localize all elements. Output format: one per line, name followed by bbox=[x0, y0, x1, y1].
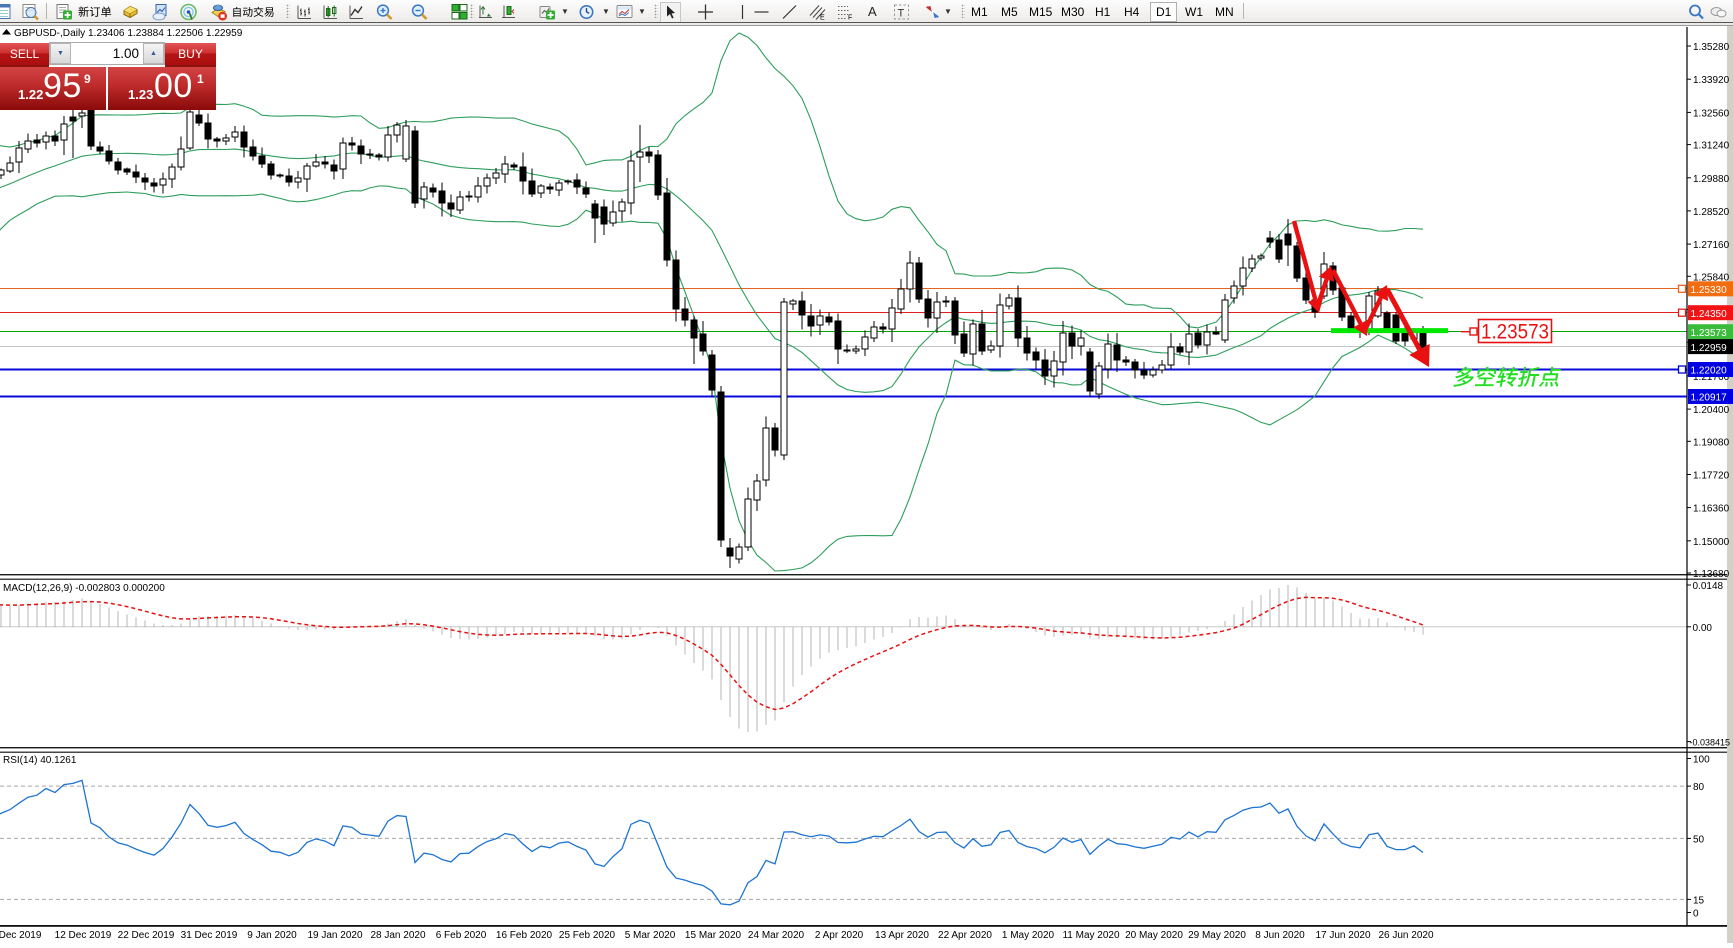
svg-text:RSI(14) 40.1261: RSI(14) 40.1261 bbox=[3, 755, 77, 766]
svg-text:0.0148: 0.0148 bbox=[1693, 581, 1724, 592]
svg-text:1.23573: 1.23573 bbox=[1691, 328, 1728, 339]
svg-text:E: E bbox=[820, 15, 825, 22]
svg-text:1.20400: 1.20400 bbox=[1693, 405, 1730, 416]
svg-text:9 Jan 2020: 9 Jan 2020 bbox=[247, 930, 297, 941]
svg-text:19 Jan 2020: 19 Jan 2020 bbox=[307, 930, 362, 941]
svg-text:6 Feb 2020: 6 Feb 2020 bbox=[436, 930, 487, 941]
svg-text:12 Dec 2019: 12 Dec 2019 bbox=[55, 930, 112, 941]
svg-text:GBPUSD-,Daily 1.23406 1.23884: GBPUSD-,Daily 1.23406 1.23884 1.22506 1.… bbox=[14, 28, 243, 39]
svg-text:13 Apr 2020: 13 Apr 2020 bbox=[875, 930, 929, 941]
svg-text:1.27160: 1.27160 bbox=[1693, 240, 1730, 251]
svg-text:1.33920: 1.33920 bbox=[1693, 75, 1730, 86]
svg-text:5 Mar 2020: 5 Mar 2020 bbox=[625, 930, 676, 941]
svg-text:15: 15 bbox=[1693, 895, 1705, 906]
svg-text:-0.038415: -0.038415 bbox=[1690, 738, 1731, 748]
svg-text:100: 100 bbox=[1693, 755, 1710, 766]
svg-text:29 May 2020: 29 May 2020 bbox=[1188, 930, 1246, 941]
svg-text:80: 80 bbox=[1693, 782, 1705, 793]
svg-text:1.25330: 1.25330 bbox=[1691, 285, 1728, 296]
svg-text:31 Dec 2019: 31 Dec 2019 bbox=[181, 930, 238, 941]
svg-text:1.28520: 1.28520 bbox=[1693, 207, 1730, 218]
svg-text:24 Mar 2020: 24 Mar 2020 bbox=[748, 930, 805, 941]
svg-text:26 Jun 2020: 26 Jun 2020 bbox=[1378, 930, 1433, 941]
svg-text:2 Apr 2020: 2 Apr 2020 bbox=[815, 930, 864, 941]
svg-text:15 Mar 2020: 15 Mar 2020 bbox=[685, 930, 742, 941]
svg-text:MACD(12,26,9) -0.002803 0.0002: MACD(12,26,9) -0.002803 0.000200 bbox=[3, 583, 165, 594]
svg-text:50: 50 bbox=[1693, 834, 1705, 845]
svg-text:1.22959: 1.22959 bbox=[1691, 343, 1728, 354]
svg-text:F: F bbox=[848, 15, 852, 22]
svg-text:28 Jan 2020: 28 Jan 2020 bbox=[370, 930, 425, 941]
svg-text:20 May 2020: 20 May 2020 bbox=[1125, 930, 1183, 941]
svg-text:17 Jun 2020: 17 Jun 2020 bbox=[1315, 930, 1370, 941]
svg-text:1.20917: 1.20917 bbox=[1691, 393, 1728, 404]
svg-text:1.24350: 1.24350 bbox=[1691, 309, 1728, 320]
svg-text:1.32560: 1.32560 bbox=[1693, 108, 1730, 119]
svg-text:22 Dec 2019: 22 Dec 2019 bbox=[118, 930, 175, 941]
svg-text:0.00: 0.00 bbox=[1693, 623, 1713, 634]
svg-text:1.22020: 1.22020 bbox=[1691, 366, 1728, 377]
svg-text:Dec 2019: Dec 2019 bbox=[0, 930, 42, 941]
svg-text:1.25840: 1.25840 bbox=[1693, 272, 1730, 283]
svg-text:8 Jun 2020: 8 Jun 2020 bbox=[1255, 930, 1305, 941]
svg-text:1.21760: 1.21760 bbox=[1693, 372, 1730, 383]
svg-text:1.13680: 1.13680 bbox=[1693, 569, 1730, 580]
svg-text:1.23573: 1.23573 bbox=[1481, 321, 1549, 344]
svg-text:T: T bbox=[898, 8, 905, 20]
svg-text:1.17720: 1.17720 bbox=[1693, 471, 1730, 482]
svg-text:1.31240: 1.31240 bbox=[1693, 141, 1730, 152]
svg-text:1.35280: 1.35280 bbox=[1693, 42, 1730, 53]
svg-text:1.15000: 1.15000 bbox=[1693, 537, 1730, 548]
svg-text:25 Feb 2020: 25 Feb 2020 bbox=[559, 930, 616, 941]
svg-text:22 Apr 2020: 22 Apr 2020 bbox=[938, 930, 992, 941]
svg-text:1.29880: 1.29880 bbox=[1693, 174, 1730, 185]
svg-text:16 Feb 2020: 16 Feb 2020 bbox=[496, 930, 553, 941]
svg-text:11 May 2020: 11 May 2020 bbox=[1062, 930, 1120, 941]
svg-text:1 May 2020: 1 May 2020 bbox=[1002, 930, 1055, 941]
svg-text:1.16360: 1.16360 bbox=[1693, 504, 1730, 515]
svg-text:0: 0 bbox=[1693, 909, 1699, 920]
svg-text:1.19080: 1.19080 bbox=[1693, 437, 1730, 448]
